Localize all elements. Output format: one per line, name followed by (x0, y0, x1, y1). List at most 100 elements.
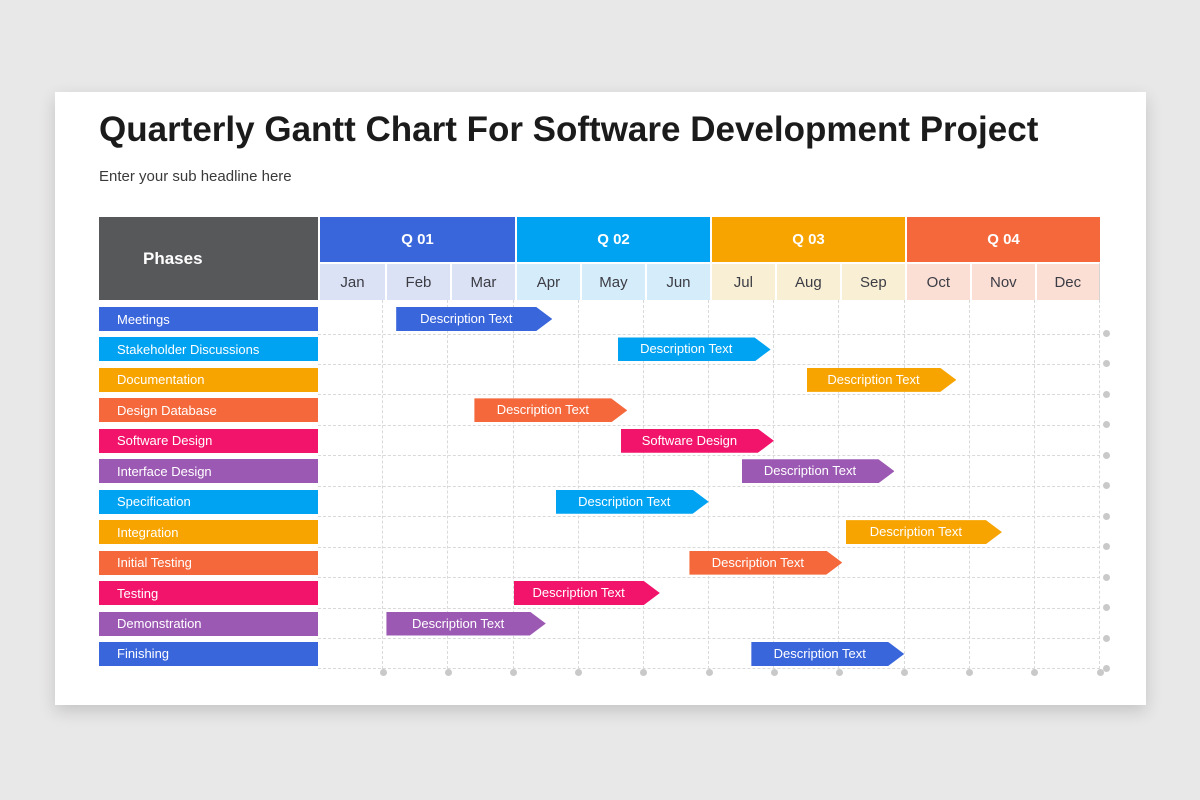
page-title: Quarterly Gantt Chart For Software Devel… (99, 110, 1039, 149)
phase-label-bar: Demonstration (99, 611, 318, 636)
month-cell-aug: Aug (774, 262, 840, 300)
gridline-vertical (708, 300, 709, 669)
phase-label-bar: Documentation (99, 367, 318, 392)
gantt-header: Phases Q 01 Q 02 Q 03 Q 04 Jan Feb Mar Apr M… (99, 217, 1100, 300)
gridline-horizontal (318, 516, 1100, 518)
phase-label-bar: Testing (99, 581, 318, 606)
gridline-vertical (1099, 300, 1100, 669)
presentation-slide: Quarterly Gantt Chart For Software Devel… (55, 92, 1146, 705)
quarter-cell-q2: Q 02 (515, 217, 710, 262)
gantt-bar: Description Text (514, 581, 660, 605)
row-boundary-dot (1103, 664, 1110, 672)
month-boundary-dot (379, 669, 387, 676)
month-boundary-dot (966, 669, 974, 676)
row-boundary-dot (1103, 360, 1110, 368)
phase-label-bar: Design Database (99, 398, 318, 423)
gantt-bar: Description Text (689, 551, 842, 575)
gridline-horizontal (318, 455, 1100, 457)
phase-label-bar: Software Design (99, 428, 318, 453)
row-boundary-dot (1103, 512, 1110, 520)
gantt-body: Meetings Stakeholder Discussions Documenta… (99, 300, 1110, 682)
gridline-vertical (642, 300, 644, 669)
month-cell-mar: Mar (449, 262, 515, 300)
gridline-horizontal (318, 394, 1100, 396)
phases-header-cell: Phases (99, 217, 318, 300)
month-boundary-dot (575, 669, 583, 676)
row-boundary-dot (1103, 543, 1110, 551)
month-cell-sep: Sep (839, 262, 905, 300)
row-boundary-dot (1103, 330, 1110, 337)
month-boundary-dot (444, 669, 452, 676)
gantt-bar: Description Text (474, 398, 627, 422)
gridline-horizontal (318, 363, 1100, 365)
month-cell-jul: Jul (709, 262, 775, 300)
month-boundary-dot (705, 669, 713, 676)
gridline-vertical (447, 300, 449, 669)
month-boundary-dot (835, 669, 843, 676)
month-boundary-dot (1096, 669, 1104, 676)
gridline-vertical (968, 300, 970, 669)
month-cell-jun: Jun (644, 262, 710, 300)
phase-label-bar: Finishing (99, 641, 318, 666)
row-boundary-dot (1103, 451, 1110, 459)
row-boundary-dot (1103, 482, 1110, 490)
gantt-bar: Description Text (396, 307, 552, 331)
month-boundary-dot (640, 669, 648, 676)
gantt-bar: Description Text (807, 368, 957, 392)
phase-label-bar: Interface Design (99, 459, 318, 484)
phase-label-bar: Initial Testing (99, 550, 318, 575)
gridline-horizontal (318, 485, 1100, 487)
gridline-horizontal (318, 546, 1100, 548)
quarter-row: Q 01 Q 02 Q 03 Q 04 (320, 217, 1100, 262)
month-cell-jan: Jan (320, 262, 385, 300)
row-boundary-dot (1103, 604, 1110, 612)
quarter-cell-q3: Q 03 (710, 217, 905, 262)
gantt-chart: Phases Q 01 Q 02 Q 03 Q 04 Jan Feb Mar Apr M… (99, 217, 1110, 682)
gridline-vertical (1033, 300, 1035, 669)
chart-area: Description Text Description Text Descript… (318, 300, 1110, 682)
gridline-horizontal (318, 424, 1100, 426)
gridline-horizontal (318, 638, 1100, 639)
gridline-vertical (773, 300, 775, 669)
gridline-vertical (838, 300, 840, 669)
row-boundary-dot (1103, 634, 1110, 642)
phase-labels-column: Meetings Stakeholder Discussions Documenta… (99, 300, 318, 682)
gridline-vertical (512, 300, 514, 669)
phase-label-bar: Stakeholder Discussions (99, 337, 318, 362)
gantt-bar: Description Text (556, 490, 709, 514)
month-boundary-dot (1031, 669, 1039, 676)
quarter-cell-q1: Q 01 (320, 217, 515, 262)
month-cell-may: May (579, 262, 645, 300)
month-boundary-dot (510, 669, 517, 676)
phase-label-bar: Meetings (99, 307, 318, 331)
gantt-bar: Description Text (742, 459, 895, 483)
gridline-horizontal (318, 577, 1100, 579)
page-subtitle: Enter your sub headline here (99, 168, 292, 185)
gridline-vertical (577, 300, 579, 669)
gantt-bar: Description Text (751, 642, 904, 666)
phase-label-bar: Specification (99, 489, 318, 514)
row-boundary-dot (1103, 573, 1110, 581)
gridline-horizontal (318, 668, 1100, 670)
quarter-cell-q4: Q 04 (905, 217, 1100, 262)
gridline-horizontal (318, 607, 1100, 609)
gridline-horizontal (318, 333, 1100, 335)
month-cell-feb: Feb (384, 262, 450, 300)
gantt-bar: Description Text (846, 520, 1002, 544)
gridline-vertical (382, 300, 384, 669)
row-boundary-dot (1103, 421, 1110, 429)
gridline-vertical (903, 300, 905, 669)
month-boundary-dot (901, 669, 908, 676)
month-cell-dec: Dec (1034, 262, 1100, 300)
month-boundary-dot (770, 669, 778, 676)
month-cell-apr: Apr (514, 262, 580, 300)
gantt-bar: Description Text (618, 337, 771, 361)
month-cell-nov: Nov (969, 262, 1035, 300)
timeline-header: Q 01 Q 02 Q 03 Q 04 Jan Feb Mar Apr May Jun Ju… (318, 217, 1100, 300)
gantt-bar: Software Design (621, 429, 774, 453)
month-row: Jan Feb Mar Apr May Jun Jul Aug Sep Oct Nov Dec (320, 262, 1100, 300)
gantt-bar: Description Text (386, 612, 545, 636)
month-cell-oct: Oct (904, 262, 970, 300)
phase-label-bar: Integration (99, 520, 318, 545)
row-boundary-dot (1103, 390, 1110, 398)
